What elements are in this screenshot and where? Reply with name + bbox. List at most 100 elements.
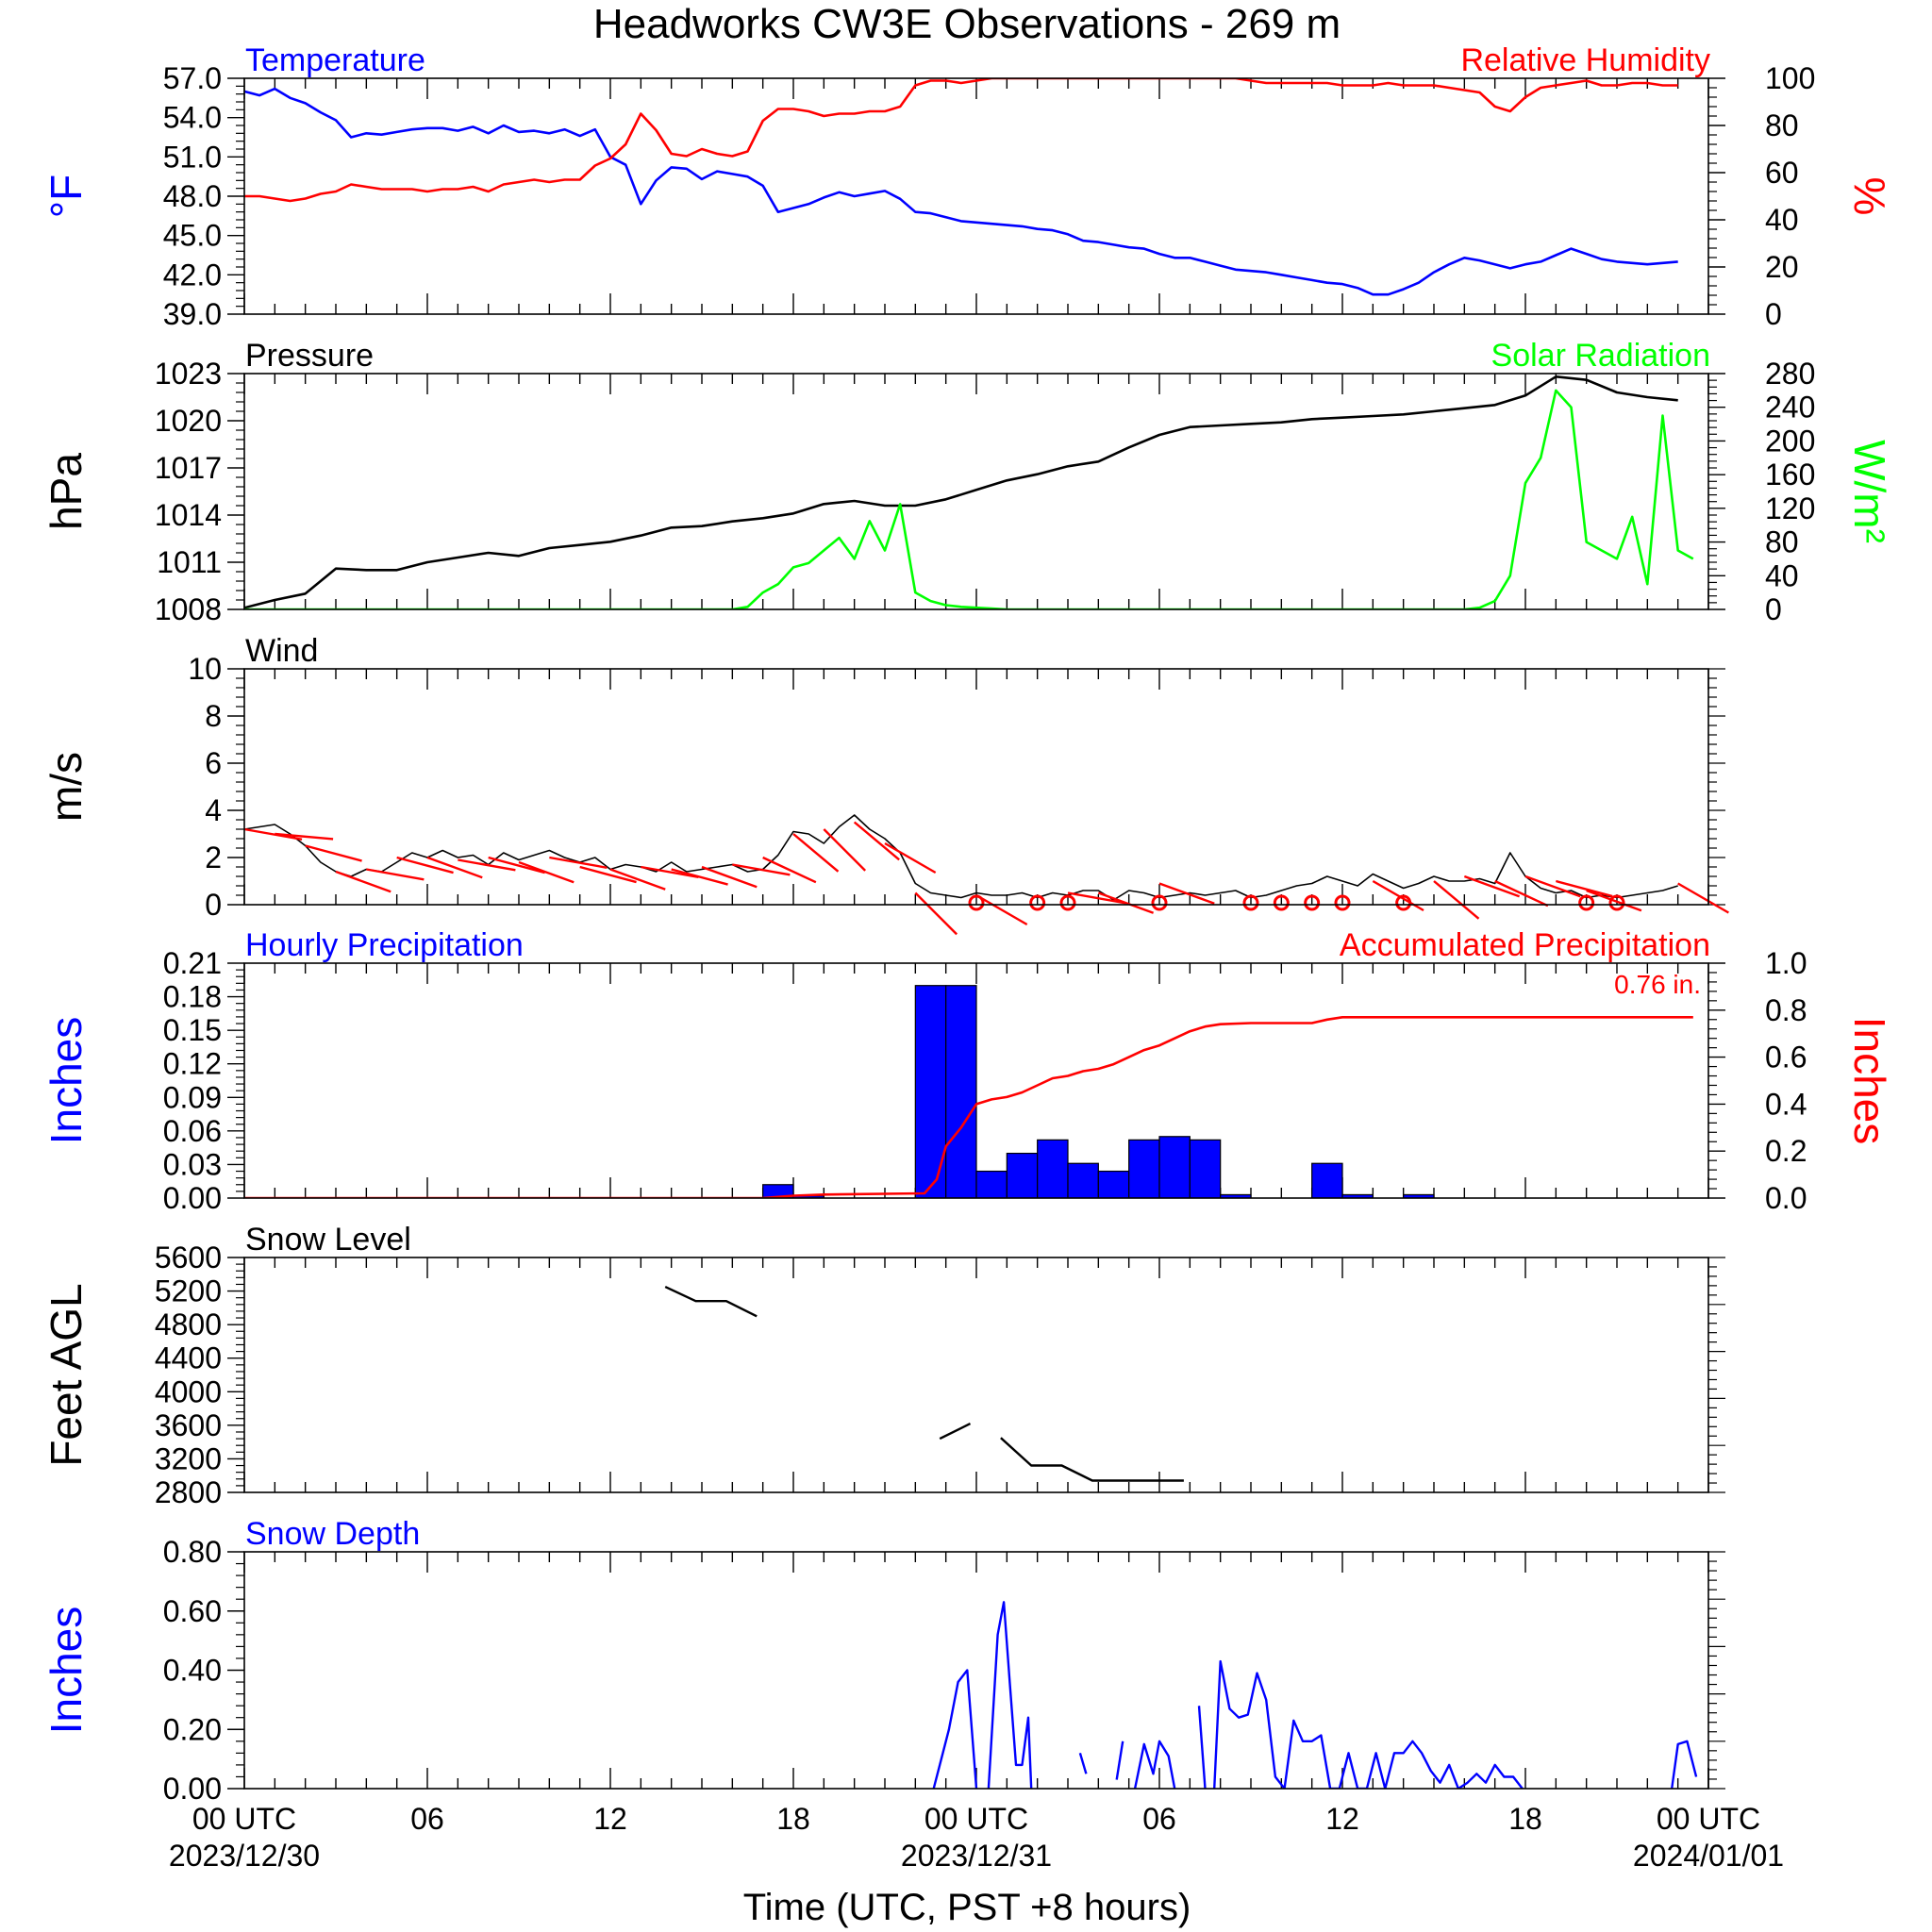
x-tick-label: 06 <box>410 1802 444 1836</box>
calm-marker <box>1151 894 1168 911</box>
wind-barb <box>1586 889 1642 912</box>
wind-barb <box>823 828 867 872</box>
y2-tick-label: 40 <box>1765 558 1799 592</box>
wind-barb <box>1677 882 1729 914</box>
panel-precip: 0.000.030.060.090.120.150.180.21 0.0 0.2 0.… <box>42 927 1894 1215</box>
calm-marker <box>1334 894 1351 911</box>
wind-barb <box>641 865 699 878</box>
y-tick-label: 4000 <box>155 1374 222 1408</box>
x-tick-label: 12 <box>593 1802 627 1836</box>
y2-tick-label: 0.2 <box>1765 1134 1807 1168</box>
y2-tick-label: 160 <box>1765 458 1815 491</box>
series-snow_depth-0 <box>932 1601 1698 1789</box>
y2-tick-label: 1.0 <box>1765 946 1807 980</box>
wind-barb <box>458 858 516 872</box>
calm-marker <box>1242 894 1259 911</box>
y2-tick-label: 100 <box>1765 61 1815 95</box>
series-line-segment <box>1197 1706 1207 1789</box>
y-tick-label: 0.03 <box>163 1147 222 1181</box>
series-line-segment <box>939 1423 972 1441</box>
panel-wind: 0 2 4 6 8 10 Wind m/s <box>42 633 1729 936</box>
x-tick-date: 2023/12/30 <box>169 1839 320 1873</box>
wind-barb <box>884 841 937 874</box>
series-wind-0 <box>244 814 1678 901</box>
series-line <box>244 814 1678 901</box>
y-tick-label: 5200 <box>155 1274 222 1308</box>
calm-marker <box>968 894 985 911</box>
panel-temp_rh: 39.0 42.0 45.0 48.0 51.0 54.0 57.0 0 20 40 60 80 100… <box>42 42 1894 331</box>
y2-tick-label: 200 <box>1765 424 1815 458</box>
calm-marker <box>1273 894 1290 911</box>
precip-bar <box>1006 1152 1039 1198</box>
series-line <box>244 375 1678 609</box>
series-temp_rh-1 <box>244 78 1678 203</box>
panel-frame <box>243 77 1709 315</box>
wind-barb <box>762 856 817 884</box>
y-tick-label: 51.0 <box>163 140 222 174</box>
y2-axis-label: Inches <box>1845 1017 1894 1145</box>
calm-marker <box>1608 894 1625 911</box>
panel-right-title: Accumulated Precipitation <box>1340 927 1710 963</box>
wind-barbs <box>243 821 1729 936</box>
calm-marker <box>1059 894 1076 911</box>
y-tick-label: 39.0 <box>163 297 222 331</box>
series-line-segment <box>664 1286 758 1318</box>
wind-barb <box>335 870 391 893</box>
y-tick-label: 3600 <box>155 1408 222 1442</box>
y2-axis-label: W/m² <box>1845 440 1894 543</box>
wind-barb <box>701 865 758 889</box>
series-line-segment <box>1671 1740 1698 1789</box>
wind-barb <box>732 863 791 876</box>
series-line-segment <box>1000 1437 1184 1482</box>
plot-area <box>244 985 1693 1198</box>
wind-barb <box>1556 879 1613 898</box>
y-tick-label: 10 <box>188 652 222 686</box>
calm-marker <box>1304 894 1321 911</box>
y-tick-label: 6 <box>205 746 222 780</box>
x-tick-label: 00 UTC <box>192 1802 296 1836</box>
panel-snow_depth: 0.00 0.20 0.40 0.60 0.80 Snow Depth Inches <box>42 1516 1725 1806</box>
wind-barb <box>1097 891 1155 914</box>
y2-tick-label: 0.0 <box>1765 1181 1807 1215</box>
series-line-segment <box>1213 1659 1524 1789</box>
y-tick-label: 1011 <box>157 545 222 579</box>
y-tick-label: 0.21 <box>163 946 222 980</box>
y-axis-label: Feet AGL <box>42 1283 91 1466</box>
x-tick-label: 00 UTC <box>924 1802 1028 1836</box>
y-tick-label: 0.18 <box>163 980 222 1014</box>
y-tick-label: 0.09 <box>163 1080 222 1114</box>
y2-tick-label: 20 <box>1765 250 1799 284</box>
precip-bar <box>1158 1136 1191 1198</box>
series-pressure_solar-1 <box>244 389 1694 609</box>
y-tick-label: 5600 <box>155 1241 222 1274</box>
panels: 39.042.045.048.051.054.057.0020406080100… <box>42 42 1894 1806</box>
x-tick-date: 2024/01/01 <box>1633 1839 1784 1873</box>
series-snow_level-0 <box>664 1286 1184 1482</box>
plot-area <box>244 814 1678 901</box>
precip-bar <box>1403 1193 1435 1198</box>
panel-frame <box>243 668 1709 906</box>
panel-left-title: Temperature <box>245 42 425 78</box>
series-pressure_solar-0 <box>244 375 1678 609</box>
precip-bar <box>1311 1162 1343 1198</box>
panel-frame <box>243 1551 1709 1790</box>
precip-bar <box>1341 1193 1374 1198</box>
y-tick-label: 4400 <box>155 1341 222 1375</box>
panel-left-title: Snow Level <box>245 1222 411 1257</box>
series-precip-1 <box>244 1016 1693 1198</box>
wind-barb <box>1463 874 1521 898</box>
wind-barb <box>243 827 303 841</box>
y-tick-label: 1008 <box>155 592 222 626</box>
x-tick-label: 18 <box>1508 1802 1542 1836</box>
y-tick-label: 2800 <box>155 1475 222 1509</box>
accumulated-total-label: 0.76 in. <box>1614 970 1701 999</box>
x-tick-date: 2023/12/31 <box>901 1839 1052 1873</box>
calm-marker <box>1029 894 1046 911</box>
y2-tick-label: 240 <box>1765 391 1815 425</box>
panel-left-title: Wind <box>245 633 318 669</box>
y-tick-label: 3200 <box>155 1441 222 1475</box>
y2-tick-label: 0.8 <box>1765 993 1807 1027</box>
wind-barb <box>671 868 728 886</box>
y2-tick-label: 60 <box>1765 156 1799 190</box>
